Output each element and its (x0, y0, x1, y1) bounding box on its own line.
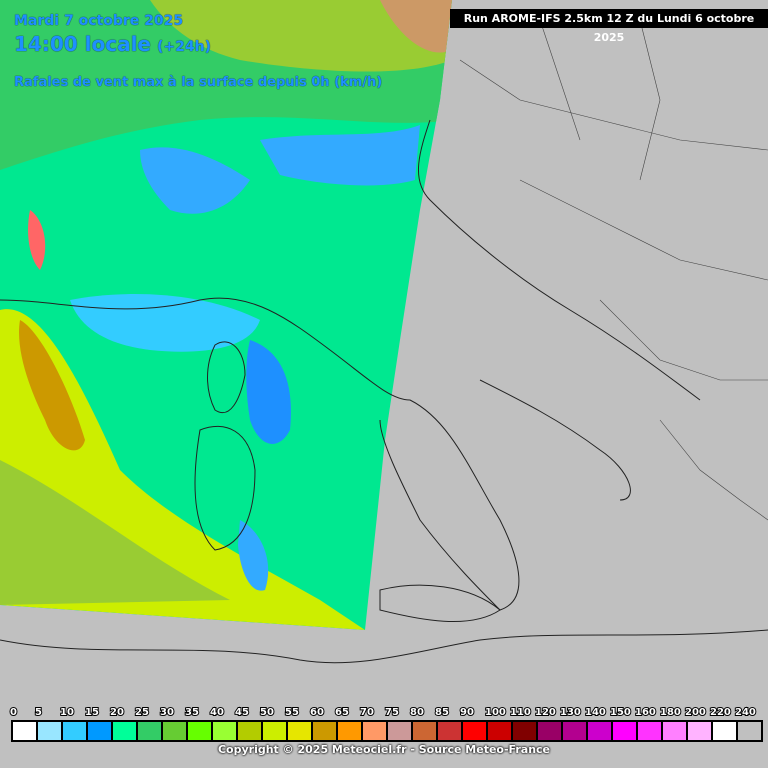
legend-label: 55 (285, 707, 299, 718)
legend-swatch (438, 722, 461, 740)
legend-swatch (88, 722, 111, 740)
legend-swatch (263, 722, 286, 740)
legend-swatch (138, 722, 161, 740)
legend-swatch (313, 722, 336, 740)
legend-swatch (338, 722, 361, 740)
legend-label: 40 (210, 707, 224, 718)
date: Mardi 7 octobre 2025 (14, 13, 184, 29)
legend-swatch (363, 722, 386, 740)
legend-label: 220 (710, 707, 731, 718)
legend-swatch (663, 722, 686, 740)
legend-label: 70 (360, 707, 374, 718)
legend-label: 160 (635, 707, 656, 718)
legend-label: 25 (135, 707, 149, 718)
legend-swatch (113, 722, 136, 740)
legend-label: 20 (110, 707, 124, 718)
legend-swatch (563, 722, 586, 740)
legend-swatch (238, 722, 261, 740)
legend-label: 140 (585, 707, 606, 718)
legend-swatch (713, 722, 736, 740)
legend-label: 110 (510, 707, 531, 718)
coastlines (0, 119, 768, 664)
legend-swatch (513, 722, 536, 740)
legend-swatch (688, 722, 711, 740)
legend-label: 150 (610, 707, 631, 718)
legend-label: 10 (60, 707, 74, 718)
legend-label: 15 (85, 707, 99, 718)
legend-label: 200 (685, 707, 706, 718)
legend-label: 240 (735, 707, 756, 718)
legend-label: 90 (460, 707, 474, 718)
legend-label: 35 (185, 707, 199, 718)
legend-swatch (613, 722, 636, 740)
legend-label: 75 (385, 707, 399, 718)
legend-swatch (538, 722, 561, 740)
legend-swatch (188, 722, 211, 740)
legend-swatch (738, 722, 761, 740)
legend-label: 180 (660, 707, 681, 718)
run-label: Run AROME-IFS 2.5km 12 Z du Lundi 6 octo… (450, 9, 768, 44)
subtitle: Rafales de vent max à la surface depuis … (14, 75, 383, 90)
legend-swatch (588, 722, 611, 740)
legend-swatch (388, 722, 411, 740)
borders (459, 19, 768, 521)
legend-swatch (413, 722, 436, 740)
time: 14:00 locale (+24h) (14, 32, 211, 56)
legend-label: 5 (35, 707, 42, 718)
legend-label: 60 (310, 707, 324, 718)
wind-field (0, 0, 452, 630)
time-label: 14:00 locale (14, 32, 151, 56)
legend-swatch (63, 722, 86, 740)
legend-swatch (13, 722, 36, 740)
copyright: Copyright © 2025 Meteociel.fr - Source M… (217, 743, 551, 756)
lead-time: (+24h) (157, 39, 211, 55)
legend-label: 80 (410, 707, 424, 718)
legend-swatch (288, 722, 311, 740)
legend-swatch (488, 722, 511, 740)
legend-label: 85 (435, 707, 449, 718)
legend-swatch (38, 722, 61, 740)
legend-label: 0 (10, 707, 17, 718)
legend-swatch (638, 722, 661, 740)
legend: 0 5 10 15 20 25 30 35 40 45 50 55 60 65 70 75 80 85 90 100 1… (9, 706, 763, 742)
legend-label: 50 (260, 707, 274, 718)
legend-label: 120 (535, 707, 556, 718)
legend-label: 65 (335, 707, 349, 718)
legend-label: 130 (560, 707, 581, 718)
legend-swatch (213, 722, 236, 740)
legend-label: 45 (235, 707, 249, 718)
legend-swatch (163, 722, 186, 740)
legend-swatch (463, 722, 486, 740)
legend-label: 30 (160, 707, 174, 718)
legend-label: 100 (485, 707, 506, 718)
